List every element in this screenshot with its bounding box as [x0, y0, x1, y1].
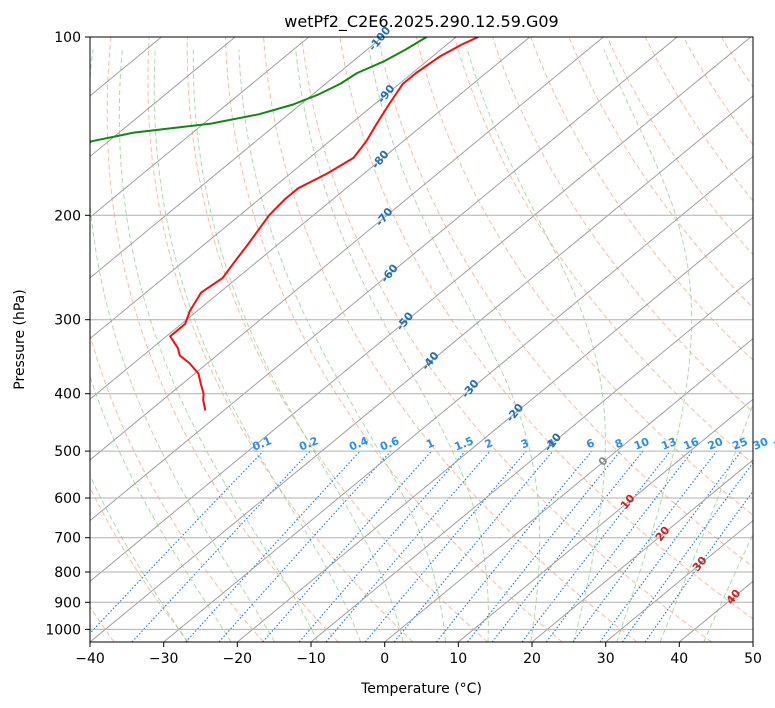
mixing-ratio-line — [467, 450, 621, 642]
y-tick-label: 700 — [54, 531, 81, 547]
isotherm-line — [90, 95, 753, 642]
mixing-ratio-label: 16 — [682, 435, 701, 453]
background-lines — [90, 37, 753, 642]
mixing-ratio-line — [364, 450, 527, 642]
series-layer — [90, 37, 479, 411]
isotherm-line — [531, 459, 753, 642]
y-tick-label: 500 — [54, 444, 81, 460]
y-tick-label: 300 — [54, 313, 81, 329]
x-axis-label: Temperature (°C) — [360, 681, 482, 697]
y-tick-label: 400 — [54, 387, 81, 403]
moist-adiabat-line — [90, 374, 232, 642]
mixing-ratio-line — [644, 490, 753, 642]
y-tick-label: 1000 — [45, 622, 81, 638]
isotherm-line — [90, 37, 752, 582]
isotherm-line — [605, 520, 753, 642]
y-tick-label: 100 — [54, 30, 81, 46]
dewpoint-profile-line — [90, 37, 428, 144]
x-tick-label: −30 — [149, 651, 179, 667]
pressure-grid — [90, 37, 753, 630]
dry-adiabat-line — [377, 37, 753, 568]
moist-adiabat-line — [238, 49, 446, 642]
moist-adiabat-line — [90, 49, 276, 642]
dry-adiabat-line — [147, 37, 414, 642]
isotherm-line — [90, 37, 531, 400]
mixing-ratio-label: 8 — [613, 436, 625, 451]
dry-adiabat-line — [415, 37, 753, 516]
mixing-ratio-line — [298, 450, 466, 642]
moist-adiabat-line — [368, 49, 541, 642]
mixing-ratio-line — [218, 450, 392, 642]
dry-adiabat-line — [106, 37, 339, 642]
mixing-ratio-line — [185, 450, 361, 642]
mixing-ratio-line — [131, 450, 311, 642]
dry-adiabat-line — [682, 37, 753, 146]
x-tick-label: 10 — [449, 651, 467, 667]
isotherm-line — [90, 37, 457, 340]
isotherm-line — [90, 37, 383, 279]
mixing-ratio-line — [393, 450, 554, 642]
mixing-ratio-label: 13 — [659, 435, 678, 453]
moist-adiabat-line — [90, 474, 188, 642]
temperature-profile-line — [169, 37, 479, 411]
x-tick-label: −40 — [75, 651, 105, 667]
mixing-ratio-line — [599, 450, 742, 642]
y-tick-label: 900 — [54, 595, 81, 611]
y-tick-label: 800 — [54, 565, 81, 581]
chart-title: wetPf2_C2E6.2025.290.12.59.G09 — [284, 12, 558, 32]
mixing-ratio-label: 36 — [772, 435, 775, 453]
isotherm-line — [90, 37, 604, 461]
moist-adiabat-line — [192, 49, 404, 642]
mixing-ratio-label: 30 — [751, 435, 770, 453]
isotherm-line — [90, 37, 678, 522]
moist-adiabat-line — [118, 49, 319, 642]
mixing-ratio-label: 3 — [519, 436, 531, 451]
y-tick-label: 600 — [54, 491, 81, 507]
dry-adiabat-line — [263, 37, 638, 642]
x-tick-label: 40 — [670, 651, 688, 667]
x-tick-label: 50 — [744, 651, 762, 667]
mixing-ratio-label: 1 — [424, 436, 436, 451]
mixing-ratio-label: 20 — [706, 435, 725, 453]
isotherm-line — [310, 277, 753, 642]
isotherm-line — [163, 155, 753, 642]
isotherm-line — [457, 398, 753, 642]
dry-adiabat-line — [225, 37, 563, 642]
mixing-ratio-line — [572, 450, 718, 642]
x-tick-label: 0 — [380, 651, 389, 667]
plot-frame — [89, 36, 754, 643]
axis-ticks: −40 −30 −20 −10 0 10 20 30 40 50 1000 900 800 700 600 5… — [45, 30, 762, 667]
isotherm-line — [90, 37, 310, 218]
y-axis-label: Pressure (hPa) — [12, 289, 28, 389]
dry-adiabat-line — [301, 37, 712, 642]
moist-adiabat-line — [466, 49, 606, 642]
x-tick-label: 30 — [597, 651, 615, 667]
isotherm-line — [236, 216, 753, 642]
x-tick-label: −10 — [296, 651, 326, 667]
dry-adiabat-line — [90, 486, 190, 642]
dry-adiabat-line — [186, 37, 488, 642]
x-tick-label: 20 — [523, 651, 541, 667]
mixing-ratio-line — [262, 450, 433, 642]
mixing-ratio-line — [435, 450, 593, 642]
mixing-ratio-line — [521, 450, 671, 642]
y-tick-label: 200 — [54, 208, 81, 224]
mixing-ratio-label: 10 — [632, 435, 651, 453]
isotherm-line — [384, 337, 753, 642]
mixing-ratio-label: 25 — [731, 435, 750, 453]
mixing-ratio-label: 2 — [483, 436, 495, 451]
x-tick-label: −20 — [223, 651, 253, 667]
moist-adiabat-line — [295, 49, 489, 642]
dry-adiabat-line — [453, 37, 753, 465]
dry-adiabat-line — [339, 37, 753, 620]
moist-adiabat-line — [603, 49, 693, 642]
